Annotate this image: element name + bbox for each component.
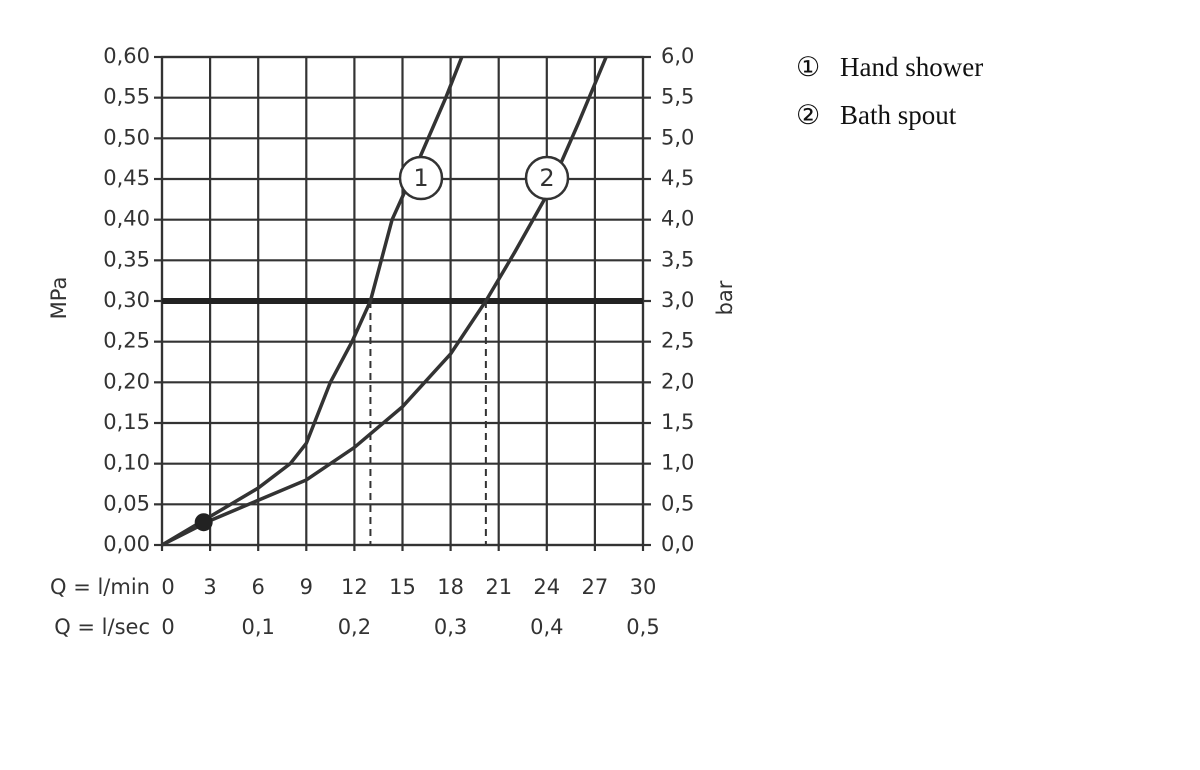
x2-axis-label: Q = l/sec (54, 615, 150, 639)
y2-tick-label: 5,5 (661, 85, 694, 109)
y2-tick-label: 2,0 (661, 369, 694, 393)
y2-tick-label: 2,5 (661, 329, 694, 353)
x2-tick-label: 0,5 (626, 615, 659, 639)
x2-tick-label: 0,1 (241, 615, 274, 639)
x-tick-label: 18 (437, 575, 464, 599)
x-tick-label: 30 (630, 575, 657, 599)
y-tick-label: 0,60 (103, 44, 150, 68)
y-tick-label: 0,15 (103, 410, 150, 434)
y2-tick-label: 3,0 (661, 288, 694, 312)
start-point (194, 513, 213, 532)
y-tick-label: 0,30 (103, 288, 150, 312)
y2-tick-label: 5,0 (661, 125, 694, 149)
x-tick-label: 15 (389, 575, 416, 599)
y2-tick-label: 4,0 (661, 207, 694, 231)
y2-tick-label: 1,0 (661, 451, 694, 475)
y2-tick-label: 4,5 (661, 166, 694, 190)
y2-tick-label: 0,5 (661, 491, 694, 515)
curve-label-circle (524, 155, 570, 201)
x-tick-label: 21 (485, 575, 512, 599)
x-axis-label: Q = l/min (50, 575, 150, 599)
y-tick-label: 0,20 (103, 369, 150, 393)
y2-axis-label: bar (713, 280, 737, 315)
y-tick-label: 0,35 (103, 247, 150, 271)
x-tick-label: 27 (582, 575, 609, 599)
legend-symbol: ② (796, 100, 820, 130)
y2-tick-label: 6,0 (661, 44, 694, 68)
x2-tick-label: 0 (161, 615, 174, 639)
curve-label: 2 (539, 164, 554, 192)
x2-tick-label: 0,4 (530, 615, 563, 639)
y-tick-label: 0,55 (103, 85, 150, 109)
x-tick-label: 12 (341, 575, 368, 599)
y2-tick-label: 0,0 (661, 532, 694, 556)
legend-symbol: ① (796, 52, 820, 82)
y-tick-label: 0,05 (103, 491, 150, 515)
y2-tick-label: 1,5 (661, 410, 694, 434)
y2-tick-label: 3,5 (661, 247, 694, 271)
y-tick-label: 0,50 (103, 125, 150, 149)
x-tick-label: 0 (161, 575, 174, 599)
x-tick-label: 6 (252, 575, 265, 599)
x2-tick-label: 0,3 (434, 615, 467, 639)
series-line (161, 56, 464, 547)
y-tick-label: 0,25 (103, 329, 150, 353)
y-axis-label: MPa (47, 277, 71, 320)
y-tick-label: 0,45 (103, 166, 150, 190)
x-tick-label: 3 (203, 575, 216, 599)
curve-label-circle (398, 155, 444, 201)
x2-tick-label: 0,2 (338, 615, 371, 639)
y-tick-label: 0,10 (103, 451, 150, 475)
x-tick-label: 24 (533, 575, 560, 599)
x-tick-label: 9 (300, 575, 313, 599)
y-tick-label: 0,40 (103, 207, 150, 231)
curve-label: 1 (413, 164, 428, 192)
y-tick-label: 0,00 (103, 532, 150, 556)
legend-label: Hand shower (840, 52, 983, 82)
legend-label: Bath spout (840, 100, 957, 130)
